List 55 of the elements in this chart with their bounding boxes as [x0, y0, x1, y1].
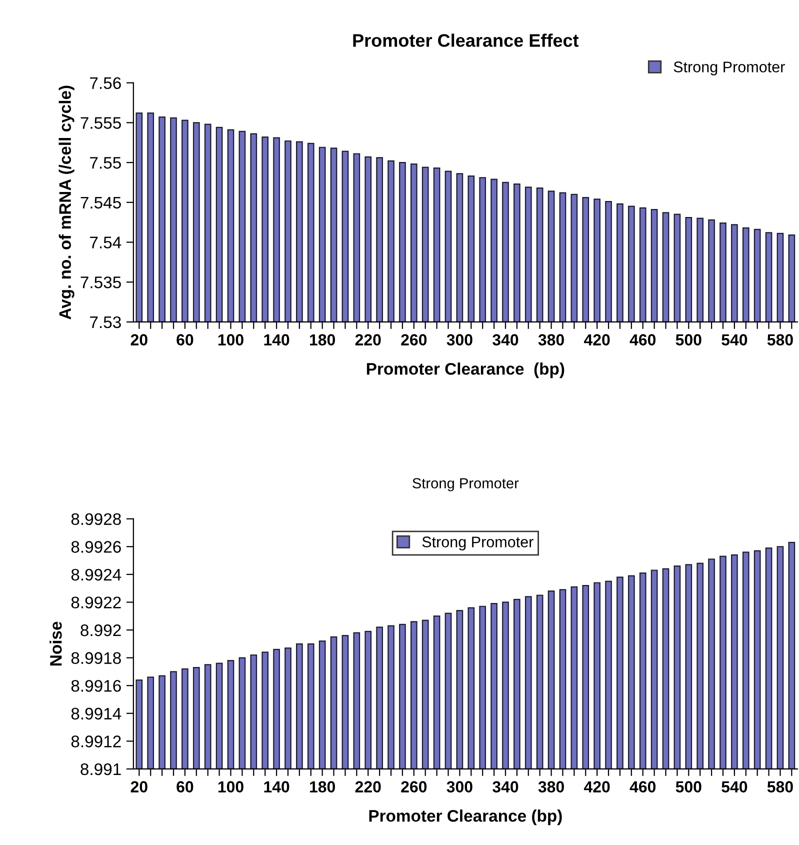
x-tick-label: 60	[176, 334, 194, 346]
x-tick-label: 500	[676, 781, 702, 792]
x-tick-label: 340	[492, 781, 518, 793]
y-tick-label: 7.55	[90, 157, 121, 169]
x-tick-label: 340	[492, 334, 518, 346]
legend-label: Strong Promoter	[422, 536, 534, 550]
y-tick-label: 8.9916	[71, 680, 121, 692]
x-tick-label: 460	[630, 334, 656, 346]
x-tick-label: 260	[401, 781, 427, 792]
y-tick-label: 7.53	[90, 316, 121, 328]
x-tick-label: 140	[264, 781, 290, 792]
x-tick-label: 20	[130, 334, 148, 346]
x-tick-label: 300	[446, 334, 472, 346]
x-tick-label: 580	[767, 334, 793, 346]
y-tick-label: 8.9918	[71, 652, 121, 664]
chart-title: Strong Promoter	[412, 478, 519, 492]
y-tick-label: 7.545	[80, 196, 121, 209]
y-tick-label: 8.9924	[71, 568, 122, 581]
x-tick-label: 540	[722, 781, 748, 792]
x-tick-label: 380	[538, 334, 564, 346]
x-tick-label: 220	[355, 781, 381, 792]
x-tick-label: 220	[355, 334, 381, 346]
y-tick-label: 7.535	[80, 276, 121, 288]
y-tick-label: 8.9928	[71, 513, 121, 526]
y-tick-label: 8.9912	[71, 736, 121, 748]
x-tick-label: 180	[310, 781, 335, 792]
x-axis-title: Promoter Clearance (bp)	[369, 810, 562, 826]
y-tick-label: 8.9914	[71, 708, 122, 720]
y-tick-label: 8.9922	[71, 596, 121, 608]
x-tick-label: 540	[722, 334, 748, 346]
x-tick-label: 180	[310, 334, 335, 346]
x-tick-label: 60	[176, 781, 194, 792]
x-tick-label: 380	[538, 781, 564, 793]
chart-title: Promoter Clearance Effect	[353, 34, 579, 47]
y-tick-label: 8.9926	[71, 541, 121, 553]
x-tick-label: 100	[218, 334, 244, 346]
x-tick-label: 420	[584, 334, 610, 346]
x-tick-label: 580	[767, 781, 793, 792]
y-axis-title: Noise	[50, 622, 62, 666]
x-tick-label: 100	[218, 781, 244, 792]
x-axis-title: Promoter Clearance (bp)	[366, 362, 564, 378]
x-tick-label: 420	[584, 781, 610, 792]
y-tick-label: 7.56	[90, 77, 121, 90]
y-tick-label: 8.991	[80, 763, 121, 776]
y-tick-label: 7.555	[80, 117, 121, 129]
x-tick-label: 260	[401, 334, 427, 346]
x-tick-label: 460	[630, 781, 656, 792]
x-tick-label: 300	[446, 781, 472, 793]
y-tick-label: 7.54	[90, 236, 122, 248]
legend-label: Strong Promoter	[674, 62, 785, 76]
x-tick-label: 500	[676, 334, 702, 346]
y-tick-label: 8.992	[80, 624, 121, 636]
y-axis-title: Avg. no. of mRNA (/cell cycle)	[58, 86, 74, 320]
x-tick-label: 20	[130, 781, 148, 792]
x-tick-label: 140	[264, 334, 290, 346]
